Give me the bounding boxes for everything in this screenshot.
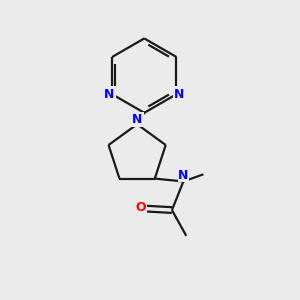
Text: N: N [174, 88, 184, 101]
Text: N: N [104, 88, 114, 101]
Text: O: O [136, 201, 146, 214]
Text: N: N [178, 169, 189, 182]
Text: N: N [132, 113, 142, 126]
